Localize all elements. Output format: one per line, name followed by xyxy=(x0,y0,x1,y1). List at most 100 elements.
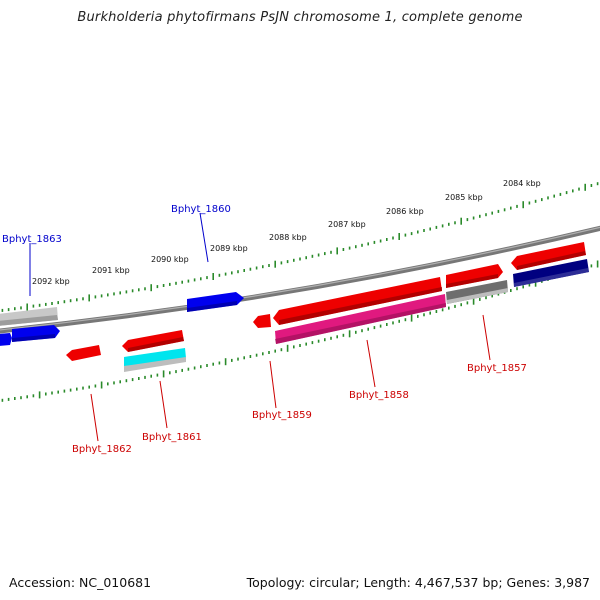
gene-label-1862[interactable]: Bphyt_1862 xyxy=(72,444,132,455)
ruler-dot xyxy=(448,306,450,310)
leader-line-1862 xyxy=(90,393,99,442)
ruler-dot xyxy=(169,371,171,375)
ruler-dot xyxy=(460,303,462,307)
ruler-dot xyxy=(69,388,72,392)
ruler-dot xyxy=(200,277,202,281)
gene-box-lightgray[interactable] xyxy=(124,357,186,372)
ruler-dot xyxy=(578,187,580,191)
ruler-dot xyxy=(57,390,59,394)
ruler-dot xyxy=(386,323,388,326)
ruler-dot xyxy=(181,280,183,284)
ruler-dot xyxy=(255,266,258,270)
ruler-dot xyxy=(76,387,78,391)
ruler-dot xyxy=(398,319,400,323)
ruler-dot xyxy=(429,311,431,315)
ruler-dot xyxy=(20,396,22,400)
ruler-dot xyxy=(32,304,35,308)
ruler-major-tick xyxy=(286,344,289,352)
gene-shadow xyxy=(275,303,446,344)
ruler-dot xyxy=(485,296,487,300)
gene-label-1860[interactable]: Bphyt_1860 xyxy=(171,204,231,215)
ruler-major-tick xyxy=(88,294,90,302)
ruler-dot xyxy=(454,304,456,308)
ruler-dot xyxy=(423,313,425,317)
ruler-dot xyxy=(522,285,524,289)
ruler-upper xyxy=(1,182,599,312)
ruler-dot xyxy=(150,374,152,378)
gene-shadow xyxy=(517,251,586,270)
gene-shadow xyxy=(447,288,508,304)
ruler-dot xyxy=(342,248,345,251)
gene-arrow-red[interactable] xyxy=(253,314,271,328)
gene-arrow-red[interactable] xyxy=(511,242,586,270)
ruler-major-tick xyxy=(460,217,462,225)
ruler-dot xyxy=(113,381,115,385)
ruler-dot xyxy=(107,293,109,297)
gene-label-1858[interactable]: Bphyt_1858 xyxy=(349,390,409,401)
ruler-dot xyxy=(572,189,574,193)
gene-label-1859[interactable]: Bphyt_1859 xyxy=(252,410,312,421)
leader-line-1858 xyxy=(366,339,376,388)
gene-arrow-blue[interactable] xyxy=(0,333,12,346)
ruler-tick-label: 2088 kbp xyxy=(269,233,307,242)
ruler-dot xyxy=(404,233,407,237)
ruler-dot xyxy=(231,358,233,362)
ruler-dot xyxy=(454,221,456,225)
ruler-dot xyxy=(193,366,196,370)
ruler-dot xyxy=(144,375,146,379)
leader-line-1859 xyxy=(269,360,277,409)
ruler-dot xyxy=(299,257,301,261)
ruler-dot xyxy=(330,336,332,340)
ruler-major-tick xyxy=(472,297,475,305)
ruler-dot xyxy=(565,191,568,195)
ruler-major-tick xyxy=(596,260,599,268)
ruler-dot xyxy=(200,365,202,369)
ruler-dot xyxy=(373,326,376,330)
ruler-dot xyxy=(466,301,469,305)
ruler-dot xyxy=(32,394,35,398)
ruler-dot xyxy=(69,299,72,303)
ruler-dot xyxy=(218,273,221,277)
ruler-dot xyxy=(373,240,376,244)
gene-shadow xyxy=(0,315,58,326)
ruler-major-tick xyxy=(410,314,413,322)
ruler-dot xyxy=(528,201,531,205)
gene-arrow-red[interactable] xyxy=(66,345,101,361)
ruler-major-tick xyxy=(26,303,28,311)
ruler-dot xyxy=(131,289,134,293)
ruler-tick-label: 2084 kbp xyxy=(503,179,541,188)
gene-box-cyan[interactable] xyxy=(124,348,186,367)
ruler-major-tick xyxy=(336,247,338,255)
ruler-major-tick xyxy=(224,358,227,366)
ruler-tick-label: 2089 kbp xyxy=(210,244,248,253)
label-leader-lines xyxy=(29,212,491,442)
ruler-dot xyxy=(249,267,252,271)
gene-label-1861[interactable]: Bphyt_1861 xyxy=(142,432,202,443)
gene-label-1863[interactable]: Bphyt_1863 xyxy=(2,234,62,245)
ruler-major-tick xyxy=(150,284,152,292)
ruler-dot xyxy=(175,370,177,374)
ruler-tick-label: 2086 kbp xyxy=(386,207,424,216)
gene-label-1857[interactable]: Bphyt_1857 xyxy=(467,363,527,374)
gene-shadow xyxy=(187,301,237,312)
ruler-dot xyxy=(491,211,493,215)
topology-summary: Topology: circular; Length: 4,467,537 bp… xyxy=(246,575,590,590)
ruler-dot xyxy=(243,356,245,360)
ruler-dot xyxy=(286,260,289,264)
ruler-dot xyxy=(491,294,493,298)
ruler-dot xyxy=(361,243,363,247)
ruler-lower xyxy=(1,260,599,402)
ruler-dot xyxy=(280,348,283,352)
ruler-dot xyxy=(76,298,78,302)
ruler-dot xyxy=(330,250,332,254)
ruler-dot xyxy=(534,199,537,203)
ruler-dot xyxy=(268,264,270,267)
ruler-dot xyxy=(361,329,363,333)
ruler-dot xyxy=(206,276,208,280)
ruler-dot xyxy=(14,397,16,400)
ruler-dot xyxy=(119,380,121,384)
leader-line-1857 xyxy=(482,314,491,361)
ruler-tick-label: 2087 kbp xyxy=(328,220,366,229)
